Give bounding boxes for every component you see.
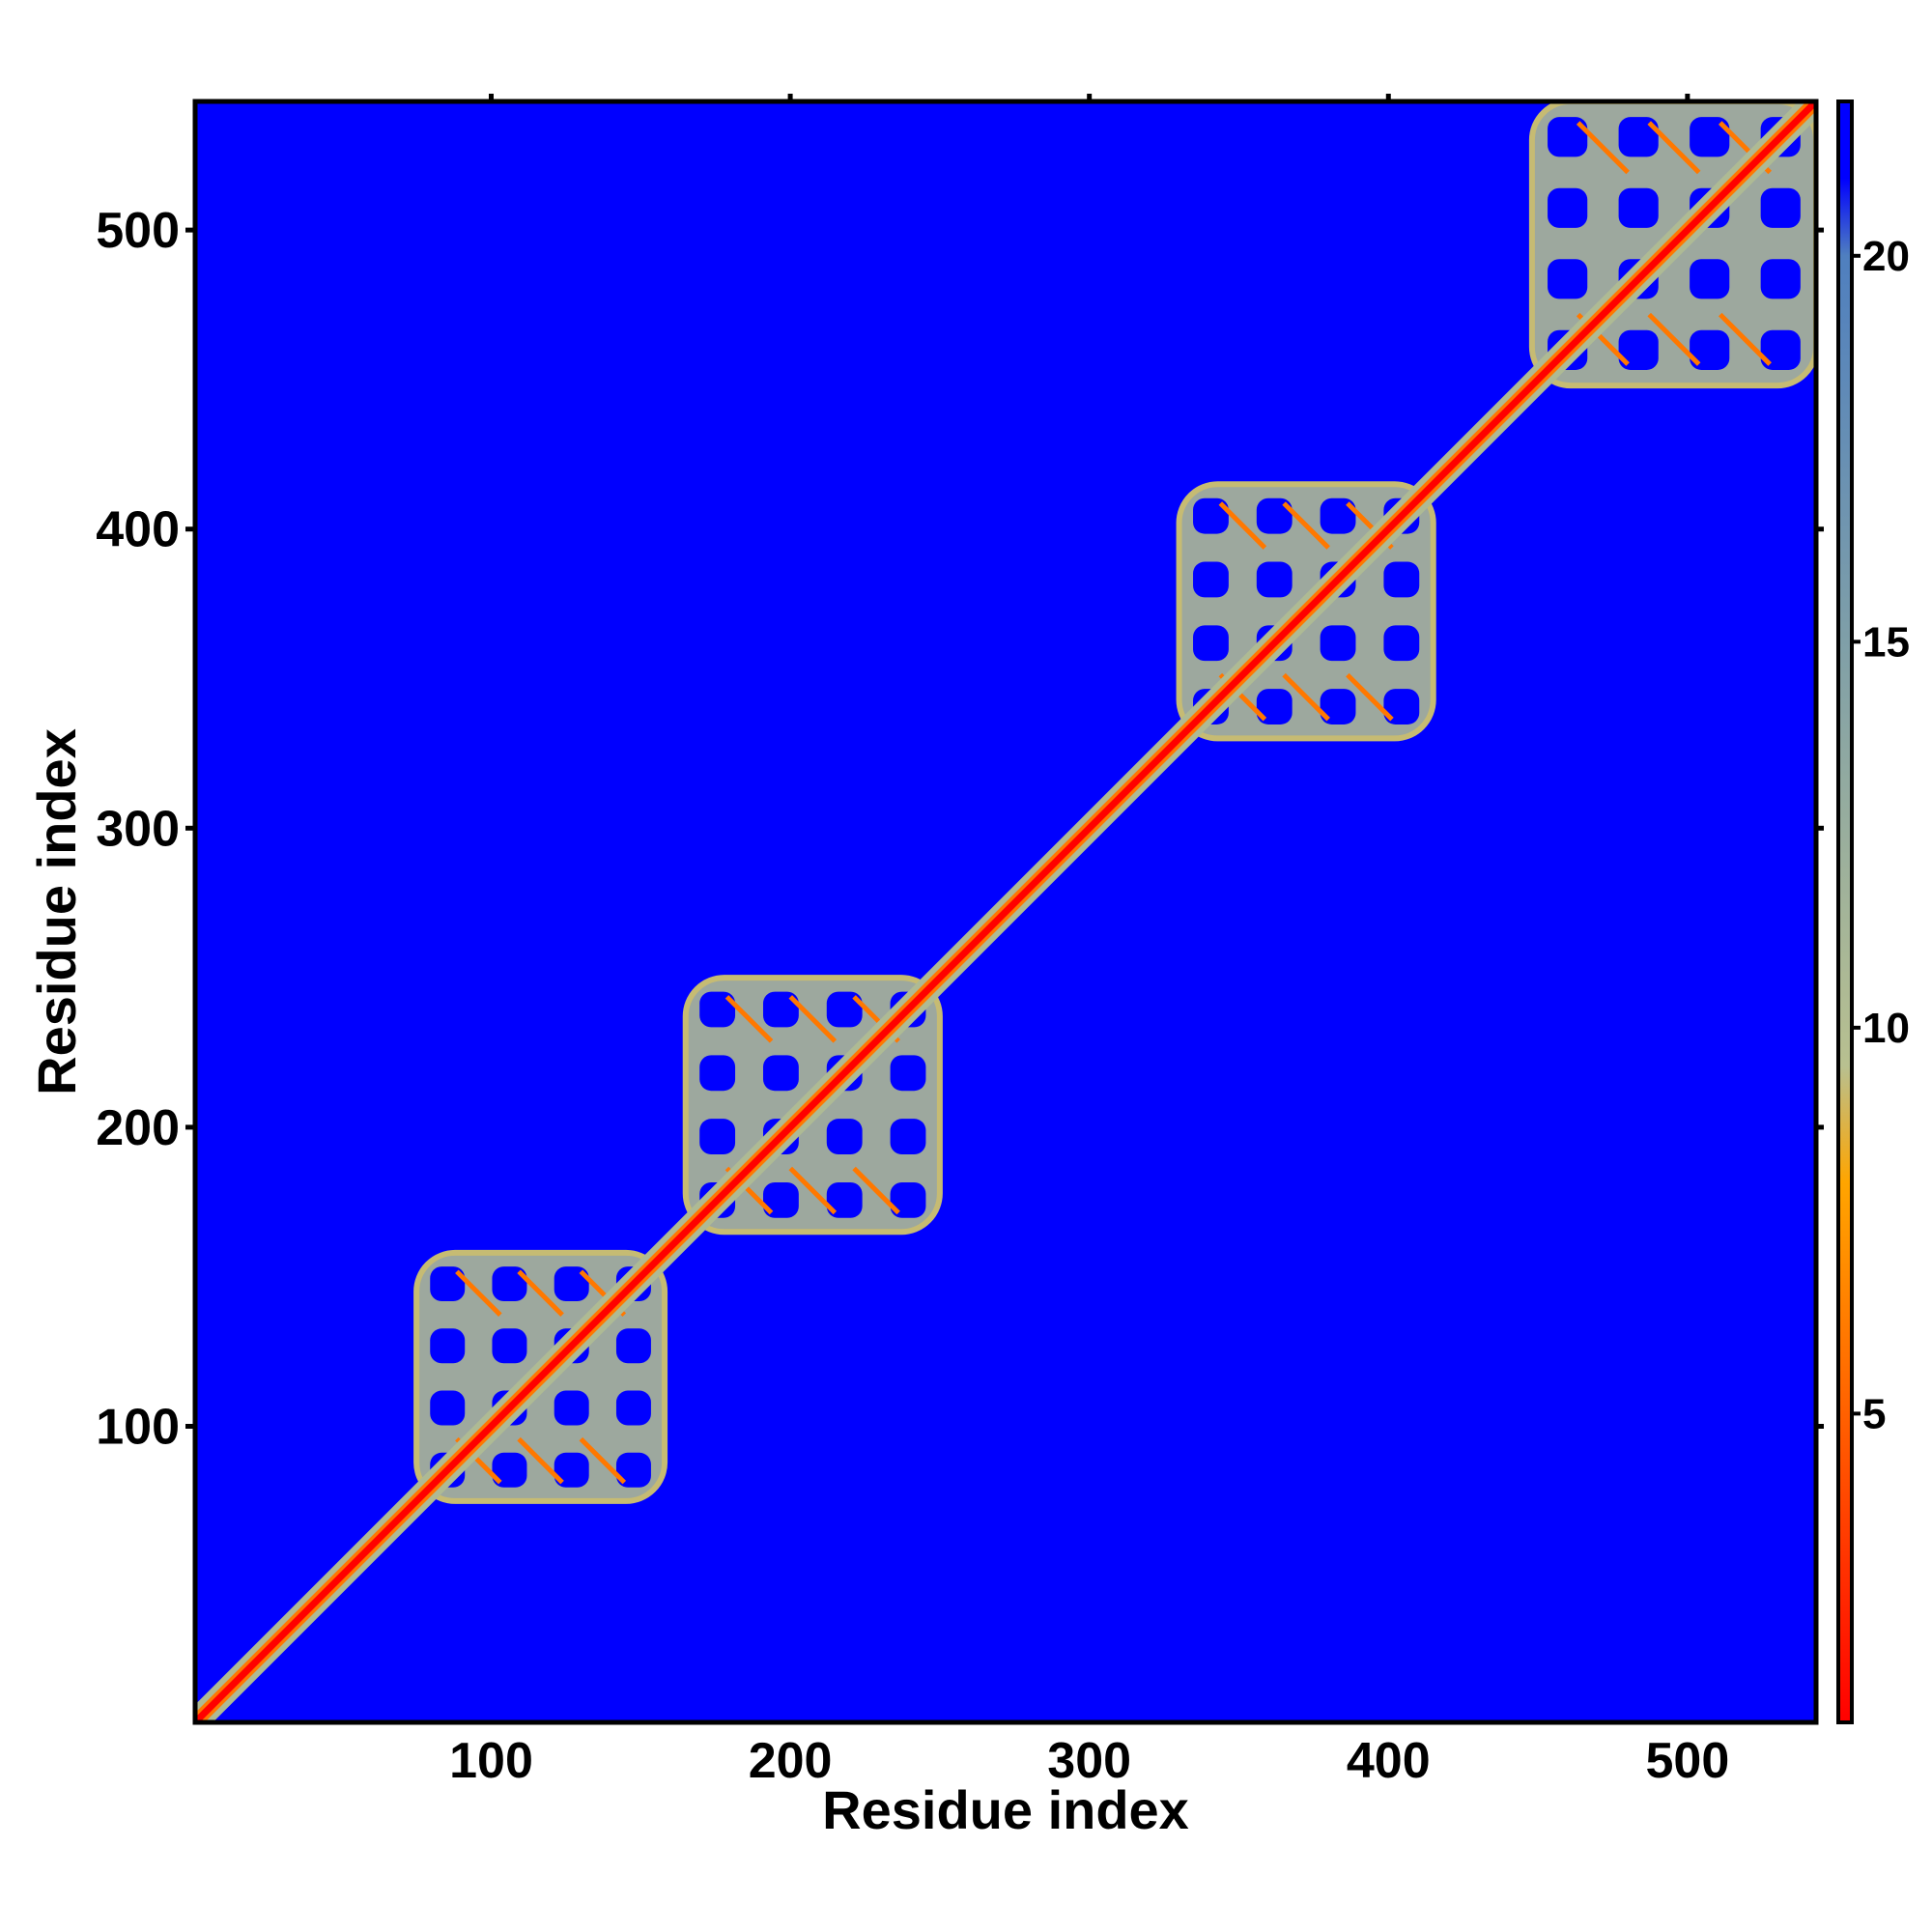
domain-lattice-cell — [1690, 259, 1730, 299]
heatmap-area — [195, 101, 1816, 1722]
diagonal-band — [195, 101, 1816, 1722]
domain-lattice-cell — [762, 991, 799, 1028]
domain-lattice-cell — [1320, 625, 1356, 662]
domain-block-border — [413, 1249, 668, 1504]
y-tick-label: 300 — [96, 801, 180, 857]
diagonal-core — [195, 101, 1816, 1722]
domain-lattice-cell — [430, 1390, 466, 1426]
colorbar-tick-label: 15 — [1862, 618, 1910, 666]
domain-lattice-cell — [1618, 117, 1659, 157]
domain-block-border — [1176, 481, 1436, 742]
domain-lattice-cell — [1760, 259, 1801, 299]
x-tick-label: 200 — [749, 1733, 833, 1789]
domain-lattice-cell — [826, 1181, 863, 1218]
domain-block-border — [1528, 101, 1816, 389]
x-tick-label: 500 — [1645, 1733, 1729, 1789]
y-tick-label: 200 — [96, 1100, 180, 1156]
domain-lattice-cell — [1193, 625, 1229, 662]
domain-lattice-cell — [554, 1452, 589, 1488]
colorbar-tick-label: 20 — [1862, 233, 1910, 280]
domain-lattice-cell — [1256, 497, 1293, 534]
x-tick-label: 300 — [1047, 1733, 1131, 1789]
colorbar-tick-label: 10 — [1862, 1005, 1910, 1052]
domain-strand — [788, 995, 838, 1043]
domain-lattice-cell — [1320, 497, 1356, 534]
x-tick-label: 100 — [449, 1733, 533, 1789]
y-tick-label: 400 — [96, 502, 180, 558]
domain-strand — [1346, 672, 1394, 722]
domain-strand — [852, 1166, 900, 1215]
x-axis-title: Residue index — [822, 1779, 1189, 1840]
domain-lattice-cell — [1193, 561, 1229, 598]
domain-lattice-cell — [699, 1119, 736, 1155]
domain-lattice-cell — [1383, 561, 1420, 598]
colorbar-gradient — [1836, 99, 1854, 1724]
domain-strand — [724, 995, 774, 1043]
domain-lattice-cell — [615, 1452, 651, 1488]
domain-lattice-cell — [430, 1328, 466, 1364]
domain-lattice-cell — [890, 1119, 926, 1155]
domain-lattice-cell — [1256, 561, 1293, 598]
plot-frame — [192, 99, 1819, 1725]
domain-lattice-cell — [1618, 329, 1659, 370]
domain-strand — [455, 1269, 502, 1317]
y-axis-title: Residue index — [26, 728, 87, 1095]
domain-lattice-cell — [1760, 187, 1801, 228]
domain-lattice-cell — [430, 1266, 466, 1302]
domain-block-border — [682, 975, 943, 1236]
domain-lattice-cell — [890, 1055, 926, 1092]
domain-lattice-cell — [492, 1266, 527, 1302]
domain-lattice-cell — [1193, 497, 1229, 534]
domain-lattice-cell — [1548, 117, 1588, 157]
domain-lattice-cell — [1383, 625, 1420, 662]
y-tick-label: 100 — [96, 1400, 180, 1456]
domain-lattice-cell — [1548, 187, 1588, 228]
domain-strand — [1647, 312, 1701, 366]
domain-lattice-cell — [1256, 689, 1293, 724]
x-axis-ticks: 100 200 300 400 500 — [449, 94, 1729, 1789]
domain-lattice-cell — [1548, 259, 1588, 299]
x-tick-label: 400 — [1347, 1733, 1431, 1789]
domain-lattice-cell — [1618, 187, 1659, 228]
y-tick-label: 500 — [96, 203, 180, 259]
domain-lattice-cell — [699, 991, 736, 1028]
domain-strand — [579, 1436, 627, 1485]
domain-lattice-cell — [1760, 329, 1801, 370]
domain-lattice-cell — [1690, 329, 1730, 370]
domain-lattice-cell — [762, 1055, 799, 1092]
domain-lattice-cell — [554, 1390, 589, 1426]
domain-lattice-cell — [615, 1328, 651, 1364]
domain-strand — [1282, 501, 1330, 550]
domain-lattice-cell — [554, 1266, 589, 1302]
colorbar-tick-label: 5 — [1862, 1390, 1886, 1437]
domain-strand — [1218, 501, 1267, 550]
domain-strand — [517, 1436, 564, 1485]
domain-lattice-cell — [615, 1390, 651, 1426]
domain-strand — [1282, 672, 1330, 722]
domain-strand — [517, 1269, 564, 1317]
domain-strand — [1647, 121, 1701, 175]
domain-strand — [788, 1166, 838, 1215]
domain-lattice-cell — [1690, 117, 1730, 157]
domain-lattice-cell — [890, 1181, 926, 1218]
colorbar: 5 10 15 20 — [1836, 99, 1910, 1724]
domain-lattice-cell — [826, 991, 863, 1028]
domain-strand — [1718, 312, 1772, 366]
y-axis-ticks: 100 200 300 400 500 — [96, 203, 1824, 1456]
domain-lattice-cell — [492, 1328, 527, 1364]
colorbar-ticks: 5 10 15 20 — [1852, 233, 1910, 1437]
domain-lattice-cell — [492, 1452, 527, 1488]
domain-lattice-cell — [826, 1119, 863, 1155]
domain-lattice-cell — [1320, 689, 1356, 724]
domain-lattice-cell — [699, 1055, 736, 1092]
domain-strand — [1576, 121, 1630, 175]
domain-lattice-cell — [1383, 689, 1420, 724]
domain-lattice-cell — [762, 1181, 799, 1218]
